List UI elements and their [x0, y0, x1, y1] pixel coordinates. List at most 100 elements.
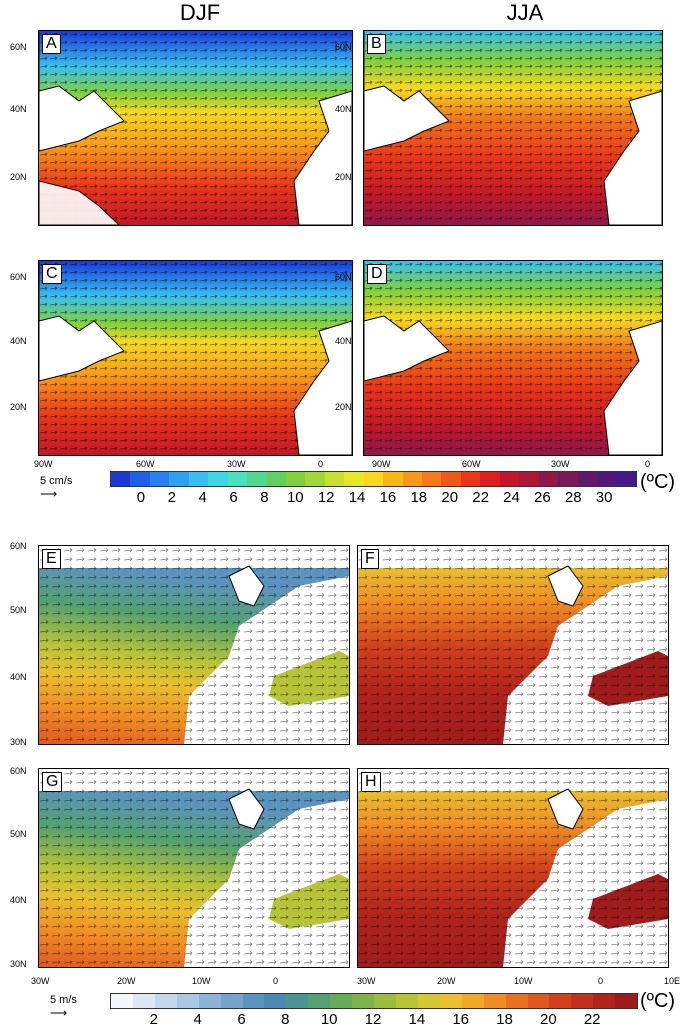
temp-colorbar-tick-label: 18	[496, 1011, 513, 1028]
lat-label-50n-g: 50N	[10, 829, 27, 839]
lat-label-60n-g: 60N	[10, 766, 27, 776]
sst-colorbar-swatch-3	[169, 472, 189, 486]
sst-colorbar-tick-label: 8	[260, 489, 269, 506]
panel-label-g: G	[42, 772, 63, 792]
temp-colorbar-swatch-3	[176, 994, 199, 1008]
sst-colorbar-tick-label: 4	[198, 489, 207, 506]
sst-colorbar-swatch-8	[266, 472, 286, 486]
lat-label-60n-b: 60N	[335, 42, 352, 52]
temp-colorbar-tick-label: 16	[452, 1011, 469, 1028]
temp-colorbar-swatch-5	[220, 994, 243, 1008]
panel-label-b: B	[367, 34, 386, 54]
temp-colorbar-swatch-16	[461, 994, 484, 1008]
lat-label-60n-c: 60N	[10, 272, 27, 282]
lat-label-60n-a: 60N	[10, 42, 27, 52]
lon-label-30w-left: 30W	[227, 459, 246, 469]
sst-colorbar-swatch-15	[402, 472, 422, 486]
lon-label-20w-br: 20W	[437, 976, 456, 986]
temp-colorbar-swatch-7	[264, 994, 287, 1008]
lat-label-20n-d: 20N	[335, 402, 352, 412]
map-panel-b: B	[363, 30, 663, 226]
sst-colorbar-swatch-12	[344, 472, 364, 486]
jja-atmosphere-map-f	[358, 546, 668, 744]
temp-colorbar-swatch-2	[154, 994, 177, 1008]
lon-label-0-br: 0	[598, 976, 604, 986]
temp-colorbar-swatch-11	[352, 994, 375, 1008]
sst-colorbar-swatch-14	[383, 472, 403, 486]
sst-colorbar-swatch-25	[596, 472, 617, 486]
temp-colorbar-swatch-0	[111, 994, 133, 1008]
temp-colorbar-swatch-12	[374, 994, 396, 1008]
lon-label-10e-br: 10E	[664, 976, 681, 986]
sst-colorbar-swatch-4	[188, 472, 209, 486]
colorbar-unit-top: (ºC)	[640, 471, 676, 493]
panel-label-a: A	[42, 34, 61, 54]
panel-label-f: F	[361, 549, 379, 569]
lat-label-20n-c: 20N	[10, 402, 27, 412]
sst-colorbar-tick-label: 30	[595, 489, 613, 506]
lon-label-60w-left: 60W	[136, 459, 155, 469]
temp-colorbar-swatch-14	[417, 994, 440, 1008]
temp-colorbar-tick-label: 4	[193, 1011, 202, 1028]
lat-label-40n-c: 40N	[10, 336, 27, 346]
temp-colorbar-swatch-1	[132, 994, 155, 1008]
map-panel-c: C	[38, 260, 353, 456]
map-panel-g: G	[38, 768, 350, 968]
jja-atmosphere-map-h	[358, 769, 668, 967]
sst-colorbar-tick-label: 18	[410, 489, 428, 506]
lat-label-20n-a: 20N	[10, 172, 27, 182]
sst-colorbar-swatch-2	[149, 472, 170, 486]
sst-colorbar-tick-label: 26	[534, 489, 551, 506]
lon-label-0-bl: 0	[273, 976, 279, 986]
temp-colorbar-swatch-13	[395, 994, 418, 1008]
sst-colorbar-swatch-19	[480, 472, 500, 486]
lon-label-90w-right: 90W	[372, 459, 391, 469]
map-panel-e: E	[38, 545, 350, 745]
lat-label-60n-d: 60N	[335, 272, 352, 282]
sst-colorbar-swatch-22	[538, 472, 559, 486]
sst-colorbar-swatch-23	[558, 472, 578, 486]
sst-colorbar-swatch-16	[422, 472, 442, 486]
temp-colorbar-swatch-22	[593, 994, 616, 1008]
sst-colorbar-swatch-5	[208, 472, 228, 486]
sst-colorbar-swatch-13	[363, 472, 384, 486]
sst-colorbar-swatch-0	[111, 472, 131, 486]
lat-label-30n-g: 30N	[10, 959, 27, 969]
temp-colorbar-swatch-17	[483, 994, 506, 1008]
lat-label-60n-e: 60N	[10, 541, 27, 551]
sst-colorbar-swatch-17	[441, 472, 461, 486]
sst-colorbar-tick-label: 14	[348, 489, 366, 506]
djf-sst-currents-map-c	[39, 261, 352, 455]
sst-colorbar-swatch-24	[577, 472, 597, 486]
temp-colorbar-swatch-20	[549, 994, 572, 1008]
lon-label-30w-bl: 30W	[31, 976, 50, 986]
sst-colorbar-swatch-20	[499, 472, 520, 486]
lat-label-40n-b: 40N	[335, 104, 352, 114]
sst-colorbar-tick-label: 24	[503, 489, 520, 506]
djf-sst-currents-map-a	[39, 31, 352, 225]
wind-reference-label: 5 m/s	[50, 994, 77, 1006]
temp-colorbar-tick-label: 12	[364, 1011, 382, 1028]
sst-colorbar-tick-label: 16	[379, 489, 397, 506]
lon-label-0-left: 0	[318, 459, 324, 469]
djf-atmosphere-map-g	[39, 769, 349, 967]
sst-colorbar-tick-label: 0	[136, 489, 146, 506]
sst-colorbar-tick-label: 28	[564, 489, 582, 506]
panel-label-d: D	[367, 264, 387, 284]
lat-label-30n-e: 30N	[10, 737, 27, 747]
sst-colorbar-swatch-26	[616, 472, 636, 486]
sst-colorbar-tick-label: 10	[286, 489, 304, 506]
panel-label-c: C	[42, 264, 62, 284]
temp-colorbar-swatch-9	[308, 994, 331, 1008]
sst-colorbar-swatch-1	[130, 472, 150, 486]
column-title-djf: DJF	[179, 0, 221, 25]
map-panel-d: D	[363, 260, 663, 456]
map-panel-h: H	[357, 768, 669, 968]
lon-label-90w-left: 90W	[34, 459, 53, 469]
map-panel-a: A	[38, 30, 353, 226]
temp-colorbar-swatch-18	[505, 994, 528, 1008]
lat-label-20n-b: 20N	[335, 172, 352, 182]
wind-reference-arrow-icon: ⟶	[50, 1006, 68, 1020]
current-reference-arrow-icon: ⟶	[40, 487, 58, 501]
lon-label-30w-br: 30W	[357, 976, 376, 986]
